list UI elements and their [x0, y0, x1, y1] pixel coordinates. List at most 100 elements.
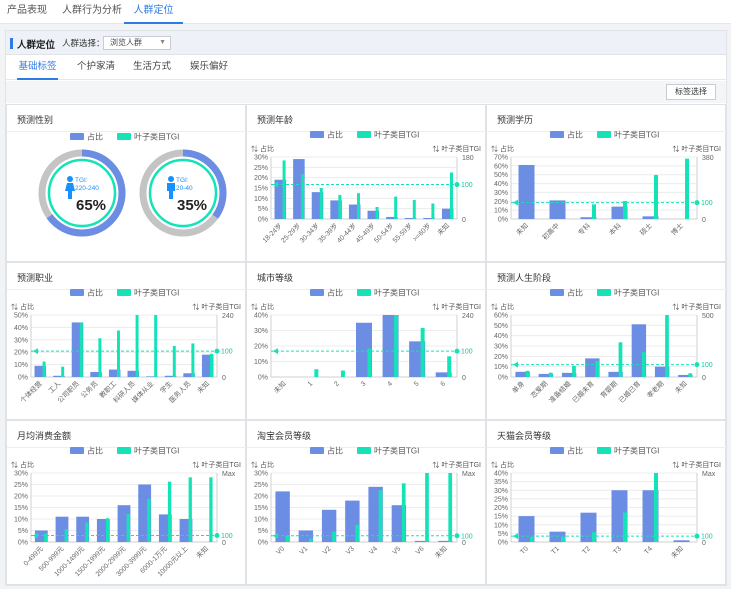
- legend-share-swatch: [310, 447, 324, 454]
- legend-share-label: 占比: [327, 130, 343, 140]
- nav-crowd-behavior[interactable]: 人群行为分析: [62, 5, 122, 16]
- reference-arrow-icon: [273, 532, 278, 539]
- x-tick-label: 准备结婚: [547, 379, 573, 405]
- combo-chart-spend: 占比 叶子类目TGI ⇅ 占比 ⇅ 叶子类目TGI 0% 5% 10% 15% 20% 25% 30…: [11, 446, 241, 579]
- reference-arrow-icon: [513, 199, 518, 206]
- y-tick-label: 0%: [498, 375, 508, 382]
- y2-axis-title: ⇅ 叶子类目TGI: [432, 460, 481, 469]
- y-tick-label: 20%: [254, 175, 268, 182]
- y-tick-label: 15%: [254, 505, 268, 512]
- share-bar: [275, 491, 290, 542]
- reference-marker: [694, 362, 700, 368]
- legend-tgi-label: 叶子类目TGI: [134, 446, 179, 456]
- card-title: 预测年龄: [246, 115, 524, 132]
- share-bar: [654, 366, 670, 377]
- tab-personal-care[interactable]: 个护家清: [77, 61, 116, 72]
- legend-share-label: 占比: [327, 446, 343, 456]
- nav-product-performance[interactable]: 产品表现: [7, 5, 47, 16]
- y-axis-title: ⇅ 占比: [11, 460, 34, 469]
- crowd-select-value: 浏览人群: [110, 38, 142, 47]
- share-bar: [201, 354, 214, 377]
- legend-share-swatch: [70, 447, 84, 454]
- y-tick-label: 40%: [14, 325, 28, 332]
- y-tick-label: 20%: [14, 350, 28, 357]
- share-bar: [34, 530, 48, 542]
- y-tick-label: 40%: [494, 181, 508, 188]
- y-tick-label: 10%: [254, 517, 268, 524]
- x-tick-label: 工人: [47, 380, 62, 395]
- tgi-bar: [338, 194, 342, 219]
- tgi-bar: [654, 473, 658, 542]
- y2-tick-label: 0: [222, 540, 226, 547]
- legend-tgi-swatch: [117, 289, 131, 296]
- x-tick-label: 孝老期: [645, 379, 666, 400]
- share-bar: [367, 210, 380, 219]
- y2-tick-label: Max: [702, 471, 716, 478]
- y-tick-label: 5%: [258, 206, 268, 213]
- y-tick-label: 40%: [254, 313, 268, 320]
- main-panel: 人群定位 人群选择： 浏览人群 ▼ 基础标签 个护家清 生活方式 娱乐偏好 标签选…: [5, 30, 731, 586]
- y2-tick-label: 0: [462, 375, 466, 382]
- y2-tick-label: 240: [462, 313, 474, 320]
- share-bar: [127, 370, 140, 377]
- reference-arrow-icon: [273, 181, 278, 188]
- y-tick-label: 0%: [258, 540, 268, 547]
- share-bar: [435, 372, 452, 377]
- y-axis-title: ⇅ 占比: [251, 144, 274, 153]
- tgi-bar: [654, 174, 658, 219]
- x-tick-label: T1: [550, 545, 561, 556]
- share-bar: [549, 531, 566, 542]
- x-tick-label: 专科: [576, 221, 592, 237]
- y-tick-label: 5%: [498, 531, 508, 538]
- card-title: 预测职业: [6, 273, 284, 290]
- y-tick-label: 25%: [254, 165, 268, 172]
- y-tick-label: 15%: [14, 505, 28, 512]
- x-tick-label: 5: [413, 380, 421, 388]
- card-title: 月均消费金额: [6, 431, 302, 448]
- y-tick-label: 30%: [494, 344, 508, 351]
- y-axis-title: ⇅ 占比: [11, 302, 34, 311]
- legend-share-swatch: [310, 131, 324, 138]
- combo-chart-tmall: 占比 叶子类目TGI ⇅ 占比 ⇅ 叶子类目TGI 0% 5% 10%15% 20% 25%30…: [491, 446, 721, 561]
- share-bar: [438, 540, 453, 542]
- tab-basic-tags[interactable]: 基础标签: [17, 56, 58, 80]
- share-bar: [34, 365, 47, 377]
- x-tick-label: V2: [322, 545, 333, 556]
- share-bar: [673, 540, 690, 542]
- legend-tgi-label: 叶子类目TGI: [134, 132, 179, 142]
- donut-share-arc: [38, 149, 126, 237]
- y-tick-label: 40%: [494, 471, 508, 478]
- tag-select-button[interactable]: 标签选择: [666, 84, 716, 100]
- y-tick-label: 50%: [494, 323, 508, 330]
- y2-tick-label: 0: [462, 217, 466, 224]
- legend-share-label: 占比: [87, 446, 103, 456]
- y2-tick-label: 380: [702, 155, 714, 162]
- card-title: 淘宝会员等级: [246, 431, 542, 448]
- y-tick-label: 30%: [14, 337, 28, 344]
- tab-lifestyle[interactable]: 生活方式: [133, 61, 172, 72]
- reference-marker: [454, 533, 460, 539]
- y-tick-label: 0%: [18, 540, 28, 547]
- tgi-bar: [367, 348, 372, 377]
- y-tick-label: 20%: [254, 344, 268, 351]
- legend-tgi-swatch: [117, 447, 131, 454]
- tab-entertainment[interactable]: 娱乐偏好: [190, 61, 229, 72]
- x-tick-label: 18-24岁: [260, 221, 283, 244]
- x-tick-label: 6: [440, 380, 448, 388]
- x-tick-label: 40-44岁: [335, 221, 358, 244]
- crowd-select[interactable]: 浏览人群 ▼: [103, 36, 171, 50]
- tgi-bar: [688, 373, 693, 377]
- y-tick-label: 10%: [494, 208, 508, 215]
- card-monthly-spend: 月均消费金额 占比 叶子类目TGI ⇅ 占比 ⇅ 叶子类目TGI 0% 5% 10% 15% 20…: [6, 420, 302, 585]
- y2-tick-label: 0: [462, 540, 466, 547]
- tgi-label: TGI:: [75, 177, 88, 184]
- share-bar: [71, 322, 84, 377]
- x-tick-label: 博士: [669, 221, 685, 237]
- share-bar: [90, 372, 102, 377]
- share-bar: [311, 192, 324, 219]
- tgi-bar: [447, 356, 452, 377]
- reference-arrow-icon: [513, 533, 518, 540]
- x-tick-label: 公务员: [79, 379, 100, 400]
- reference-label: 100: [461, 533, 473, 540]
- nav-crowd-positioning[interactable]: 人群定位: [124, 0, 183, 24]
